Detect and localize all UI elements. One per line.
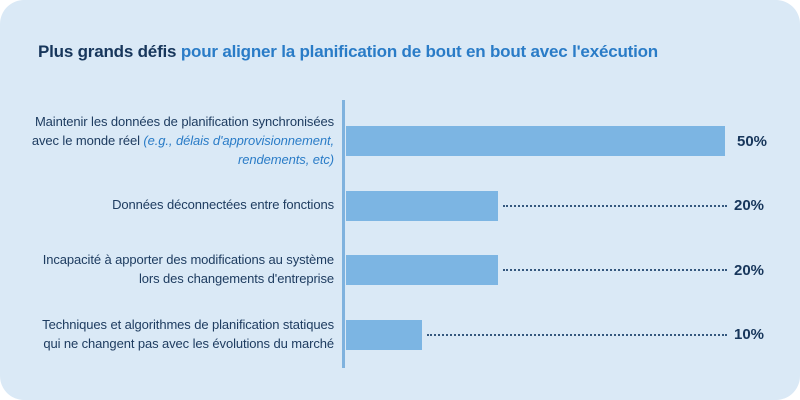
value-label: 20% bbox=[734, 197, 765, 215]
title-rest: pour aligner la planification de bout en… bbox=[176, 42, 658, 61]
leader-line bbox=[426, 333, 727, 336]
bar-label: Techniques et algorithmes de planificati… bbox=[30, 316, 344, 354]
chart-row: Données déconnectées entre fonctions 20% bbox=[30, 174, 770, 239]
chart-rows: Maintenir les données de planification s… bbox=[30, 109, 770, 367]
bar-track: 20% bbox=[344, 238, 770, 303]
bar-label-text: Données déconnectées entre fonctions bbox=[112, 197, 334, 213]
bar bbox=[346, 190, 498, 221]
bar-track: 20% bbox=[344, 174, 770, 239]
value-label: 50% bbox=[737, 132, 768, 150]
chart-row: Techniques et algorithmes de planificati… bbox=[30, 303, 770, 368]
bar-label-note: (e.g., délais d'approvisionnement, rende… bbox=[143, 132, 334, 167]
value-label: 20% bbox=[734, 261, 765, 279]
bar-label-text: Techniques et algorithmes de planificati… bbox=[42, 316, 334, 351]
bar-label-text: Maintenir les données de planification s… bbox=[31, 113, 334, 148]
chart-row: Incapacité à apporter des modifications … bbox=[30, 238, 770, 303]
bar-track: 10% bbox=[344, 303, 770, 368]
value-label: 10% bbox=[734, 326, 765, 344]
chart-row: Maintenir les données de planification s… bbox=[30, 109, 770, 174]
bar bbox=[346, 319, 422, 350]
bar-label: Incapacité à apporter des modifications … bbox=[30, 251, 344, 289]
title-emphasis: Plus grands défis bbox=[38, 42, 177, 61]
y-axis-line bbox=[342, 100, 345, 368]
leader-line bbox=[502, 204, 727, 207]
bar-track: 50% bbox=[344, 109, 770, 174]
bar-label-text: Incapacité à apporter des modifications … bbox=[42, 252, 334, 287]
bar bbox=[346, 255, 498, 286]
chart-title: Plus grands défis pour aligner la planif… bbox=[38, 42, 658, 62]
bar-label: Données déconnectées entre fonctions bbox=[30, 196, 344, 215]
bar bbox=[346, 126, 725, 157]
bar-label: Maintenir les données de planification s… bbox=[30, 113, 344, 170]
leader-line bbox=[502, 269, 727, 272]
